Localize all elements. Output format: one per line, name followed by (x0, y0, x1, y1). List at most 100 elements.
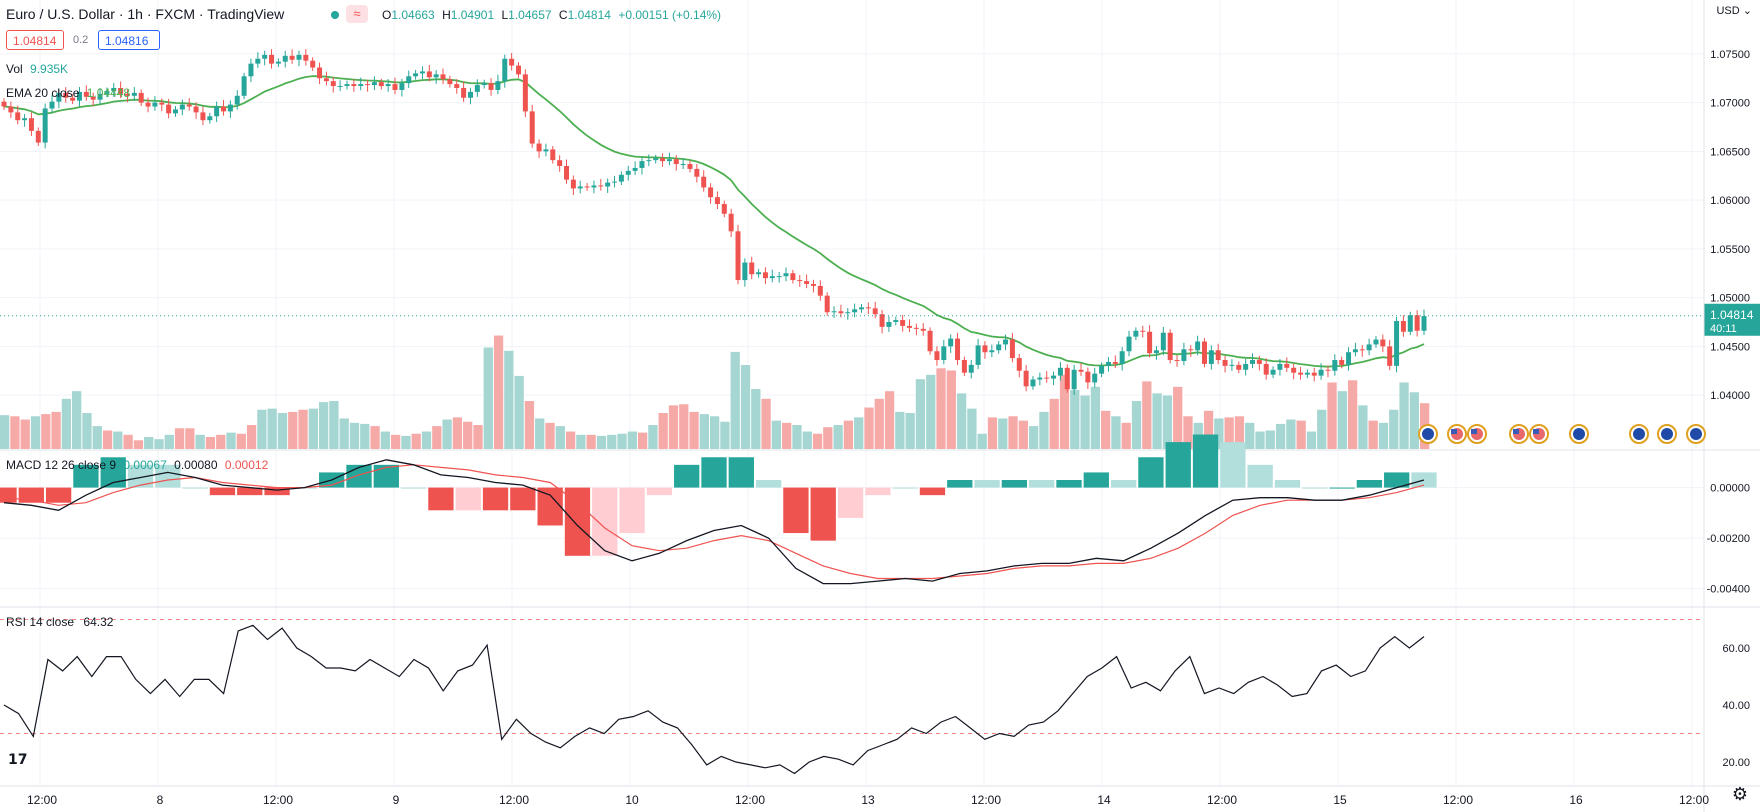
macd-hist-bar (1247, 464, 1273, 488)
candle-body (852, 309, 858, 313)
candle-body (509, 58, 515, 66)
eu-flag-icon[interactable] (1569, 424, 1589, 444)
volume-legend[interactable]: Vol 9.935K (6, 62, 68, 76)
macd-tick-label: 0.00000 (1710, 483, 1750, 495)
macd-signal-line (3, 464, 1425, 580)
buy-button[interactable]: 1.04816 (98, 30, 160, 50)
candle-body (138, 92, 144, 103)
candle-body (1325, 369, 1331, 371)
time-tick-label: 8 (157, 793, 164, 807)
macd-legend[interactable]: MACD 12 26 close 9 0.00067 0.00080 0.000… (6, 458, 268, 472)
candle-body (1215, 350, 1221, 361)
volume-bar (1059, 374, 1070, 449)
candle-body (591, 185, 597, 188)
volume-bar (524, 401, 535, 449)
candle-body (989, 350, 995, 353)
candle-body (378, 82, 384, 87)
rsi-legend[interactable]: RSI 14 close 64.32 (6, 615, 113, 629)
symbol-title[interactable]: Euro / U.S. Dollar · 1h · FXCM · Trading… (6, 6, 284, 22)
ema-legend[interactable]: EMA 20 close 1.04448 (6, 86, 130, 100)
tradingview-logo-icon[interactable]: 17 (8, 752, 28, 768)
macd-hist-bar (728, 457, 754, 488)
candle-body (522, 74, 528, 112)
macd-hist-bar (209, 487, 236, 496)
candle-body (783, 273, 789, 277)
volume-bar (843, 420, 854, 449)
candle-body (879, 314, 885, 327)
macd-line-value: 0.00080 (174, 458, 218, 472)
volume-bar (1049, 398, 1059, 449)
eu-flag-icon[interactable] (1629, 424, 1649, 444)
time-tick-label: 14 (1097, 793, 1111, 807)
volume-bar (1173, 386, 1183, 449)
volume-bar (1409, 392, 1419, 449)
volume-bar (751, 389, 761, 449)
time-tick-label: 15 (1333, 793, 1347, 807)
candle-body (708, 187, 714, 198)
macd-hist-bar (1302, 487, 1328, 489)
us-flag-icon[interactable] (1447, 424, 1467, 444)
volume-bar (174, 428, 185, 449)
candle-body (1387, 346, 1393, 366)
sell-button[interactable]: 1.04814 (6, 30, 64, 50)
eu-flag-icon[interactable] (1418, 424, 1438, 444)
ohlc-close: 1.04814 (567, 8, 611, 22)
candle-body (28, 118, 34, 131)
us-flag-icon[interactable] (1467, 424, 1487, 444)
candle-body (1140, 330, 1146, 332)
eu-flag-icon[interactable] (1657, 424, 1677, 444)
volume-bar (452, 417, 463, 449)
macd-hist-bar (45, 487, 72, 503)
gear-icon[interactable]: ⚙ (1731, 784, 1748, 804)
candle-body (1236, 364, 1242, 370)
symbol-text: Euro / U.S. Dollar · 1h · FXCM · Trading… (6, 6, 285, 22)
candle-body (42, 108, 48, 143)
currency-selector[interactable]: USD ⌄ (1716, 4, 1752, 17)
candle-body (1167, 332, 1173, 361)
macd-hist-bar (1110, 480, 1137, 488)
candle-body (474, 85, 480, 92)
volume-bar (164, 434, 174, 449)
candle-body (1414, 315, 1420, 331)
rsi-tick-label: 60.00 (1722, 643, 1750, 655)
candle-body (1256, 360, 1262, 364)
candle-body (358, 84, 364, 87)
volume-bar (1142, 381, 1152, 449)
time-tick-label: 12:00 (735, 793, 765, 807)
us-flag-icon[interactable] (1529, 424, 1549, 444)
candle-body (1099, 365, 1105, 374)
candle-body (666, 159, 672, 162)
candle-body (90, 96, 96, 100)
candle-body (1105, 361, 1111, 366)
volume-bar (1306, 431, 1317, 449)
candle-body (269, 54, 275, 64)
eu-flag-icon[interactable] (1686, 424, 1706, 444)
volume-bar (1245, 422, 1255, 449)
volume-bar (792, 425, 802, 449)
candle-body (728, 213, 734, 232)
volume-bar (82, 413, 92, 449)
candle-body (1051, 375, 1057, 379)
market-status-icon[interactable] (328, 8, 344, 22)
candle-body (769, 276, 775, 279)
candle-body (1085, 371, 1091, 383)
volume-bar (730, 351, 740, 449)
candle-body (1318, 369, 1324, 376)
candle-body (1160, 332, 1166, 351)
candle-body (1304, 372, 1310, 375)
us-flag-icon[interactable] (1509, 424, 1529, 444)
volume-bar (411, 433, 421, 449)
volume-bar (195, 434, 205, 449)
replay-wave-icon[interactable]: ≈ (346, 5, 368, 23)
volume-bar (504, 350, 514, 449)
volume-bar (782, 422, 792, 449)
volume-bar (1368, 420, 1378, 449)
macd-hist-bar (127, 464, 154, 488)
volume-bar (205, 437, 216, 449)
candle-body (605, 182, 611, 187)
volume-bar (699, 414, 709, 449)
candle-body (1394, 321, 1400, 366)
volume-bar (1203, 410, 1214, 449)
candle-body (406, 76, 412, 84)
